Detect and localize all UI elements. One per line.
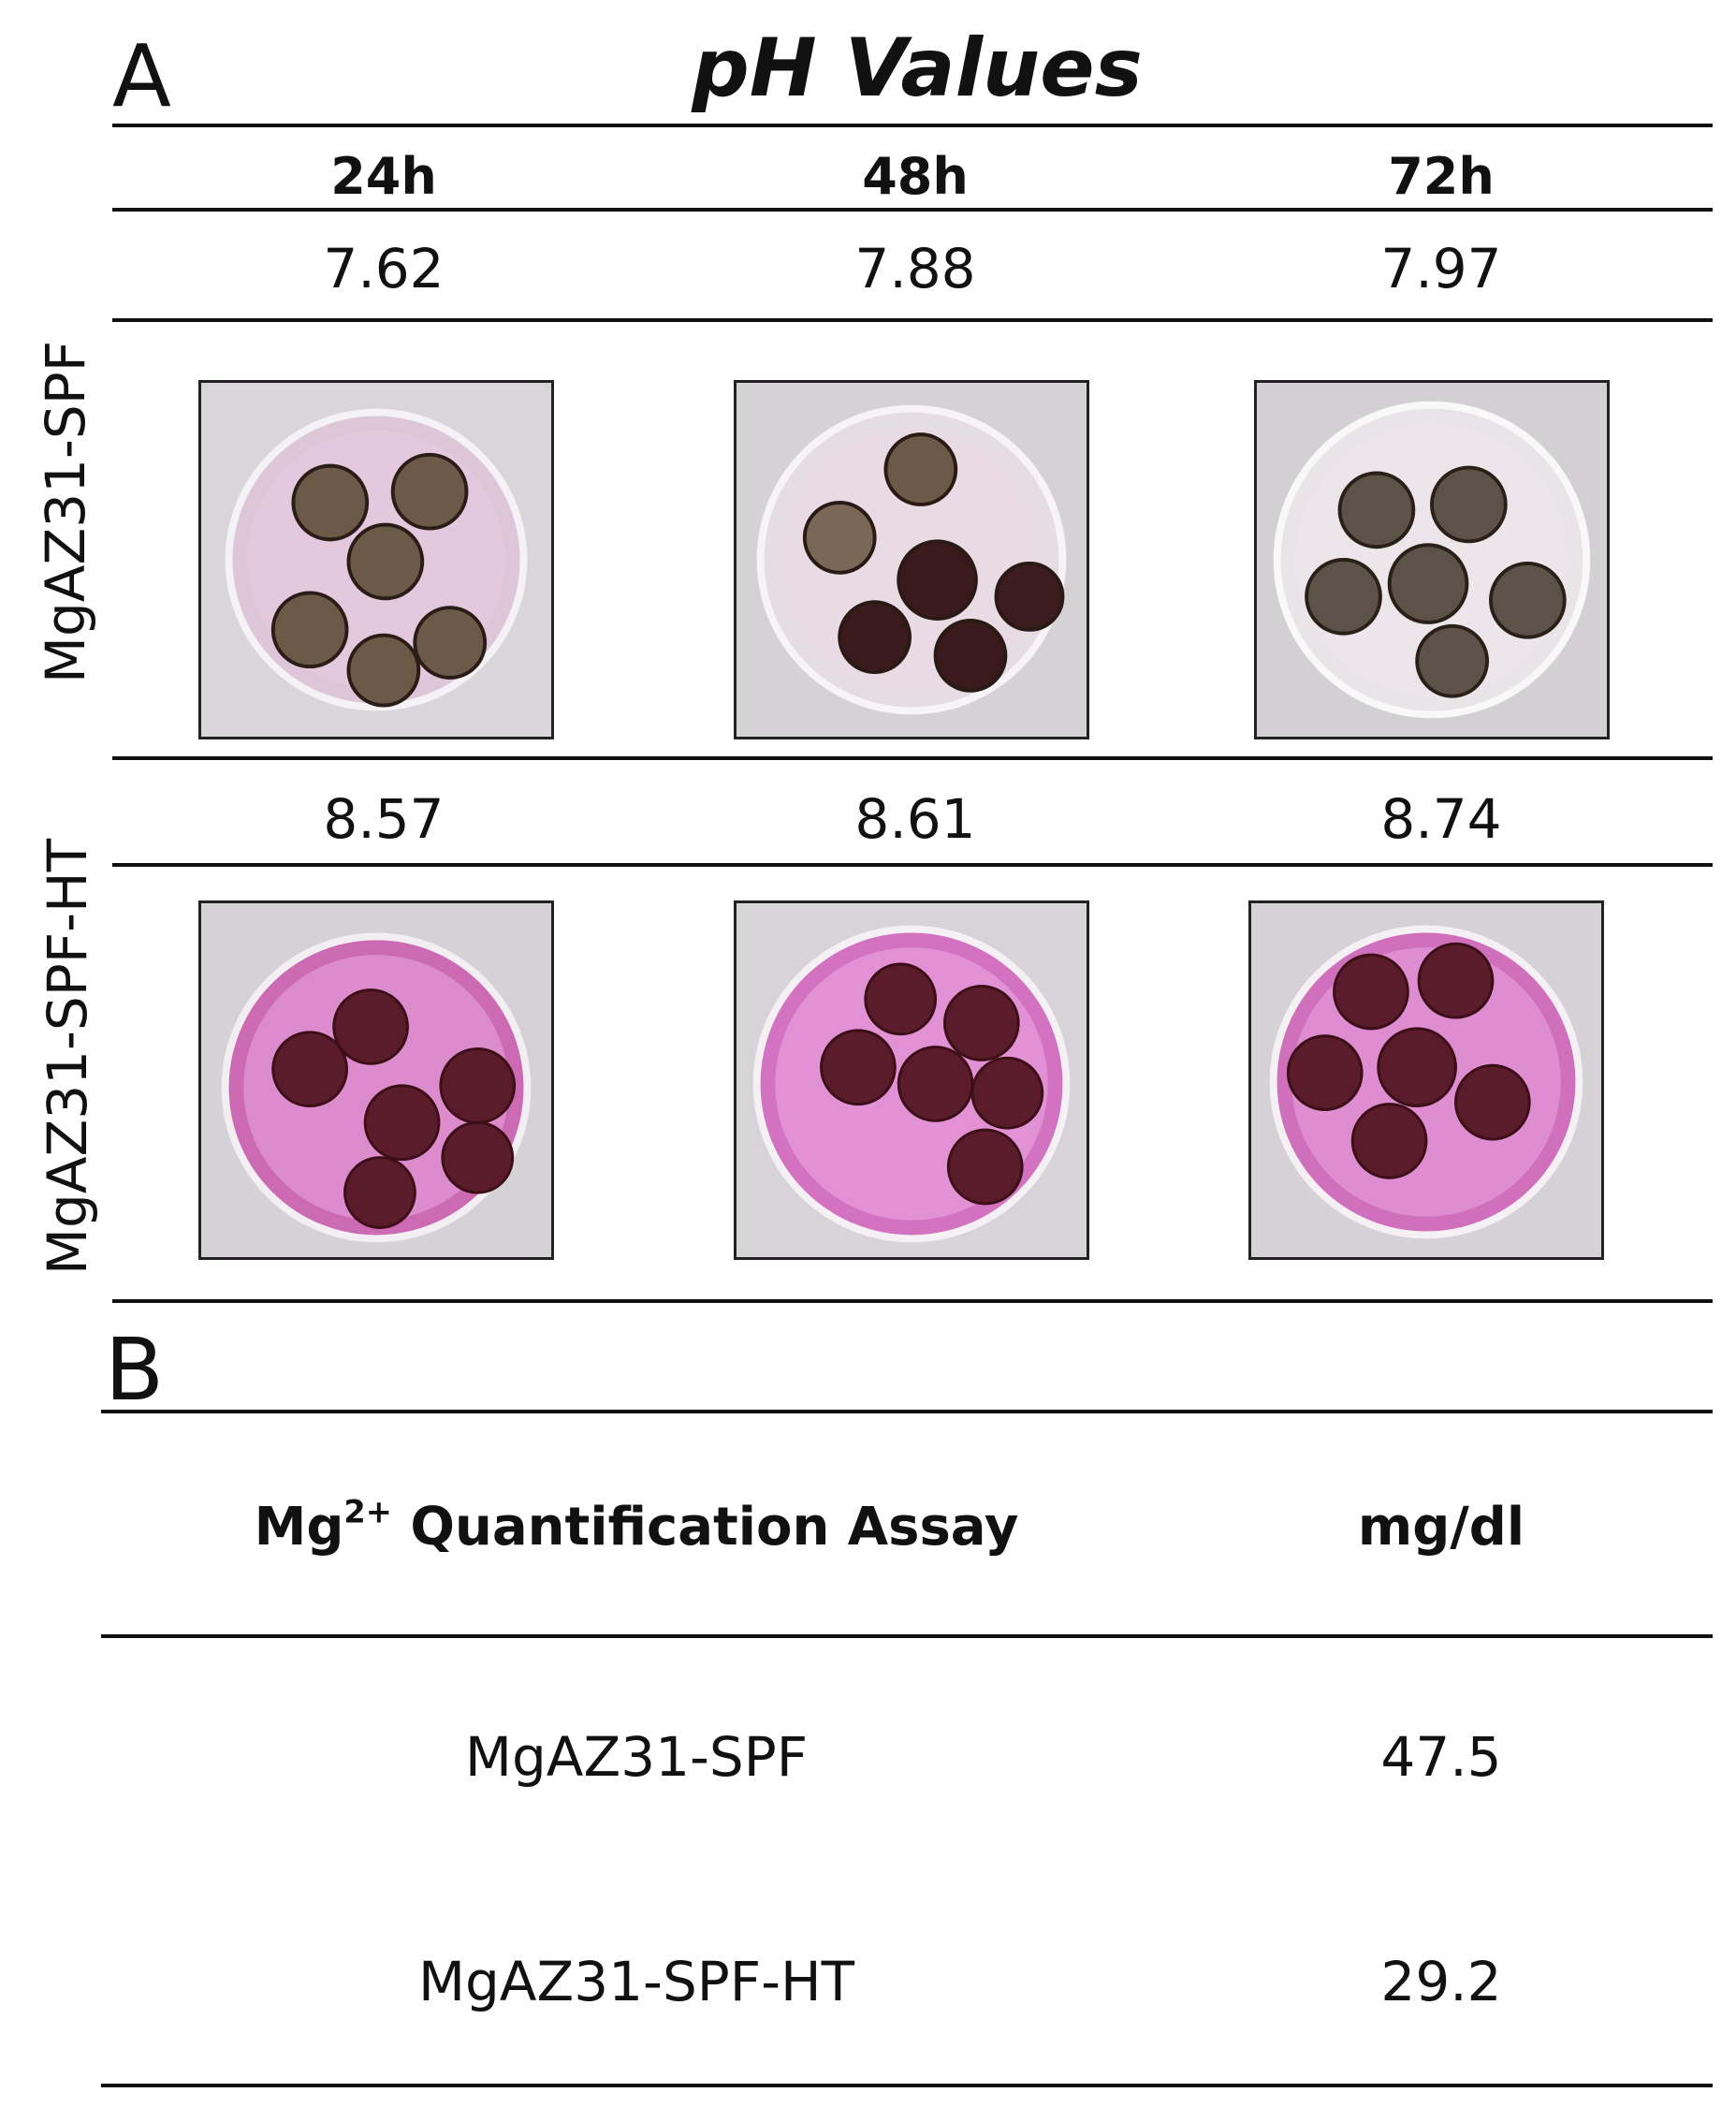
assay-header-superscript: 2+ [343,1493,392,1530]
row-label-ht: MgAZ31-SPF-HT [36,838,99,1276]
assay-header: Mg2+ Quantification Assay [206,1496,1067,1554]
assay-value-spf: 47.5 [1380,1725,1502,1789]
col-header-24h: 24h [330,147,437,206]
unit-header: mg/dl [1357,1497,1525,1558]
ph-ht-72h: 8.74 [1380,787,1502,851]
rule-spf-values [112,318,1713,322]
ph-spf-24h: 7.62 [323,237,445,300]
assay-value-ht: 29.2 [1380,1950,1502,2013]
col-header-72h: 72h [1388,147,1495,206]
rule-b-header [101,1634,1713,1638]
assay-sample-spf: MgAZ31-SPF [464,1725,809,1789]
rule-ht-photos [112,1299,1713,1303]
dish-ht-48h [734,900,1089,1260]
dish-spf-72h [1254,380,1610,739]
ph-spf-72h: 7.97 [1380,237,1502,300]
dish-ht-24h-photo [201,903,551,1257]
rule-ht-values [112,863,1713,867]
row-label-spf: MgAZ31-SPF [34,340,97,684]
col-header-48h: 48h [862,147,969,206]
ph-ht-24h: 8.57 [323,787,445,851]
rule-spf-photos [112,756,1713,760]
rule-b-top [101,1410,1713,1413]
panel-a-title: pH Values [692,22,1143,115]
panel-b-letter: B [105,1320,165,1420]
dish-ht-48h-photo [737,903,1087,1257]
ph-ht-48h: 8.61 [854,787,976,851]
rule-header [112,208,1713,212]
dish-ht-72h [1248,900,1604,1260]
ph-spf-48h: 7.88 [854,237,976,300]
dish-ht-24h [198,900,554,1260]
dish-spf-48h [734,380,1089,739]
rule-b-bottom [101,2084,1713,2087]
dish-spf-24h-photo [201,383,551,737]
assay-sample-ht: MgAZ31-SPF-HT [417,1950,855,2013]
panel-a-letter: A [112,26,171,126]
dish-spf-24h [198,380,554,739]
rule-top [112,124,1713,127]
dish-spf-72h-photo [1257,383,1607,737]
dish-ht-72h-photo [1251,903,1601,1257]
assay-header-rest: Quantification Assay [391,1497,1019,1558]
dish-spf-48h-photo [737,383,1087,737]
assay-header-mg: Mg [254,1497,344,1558]
